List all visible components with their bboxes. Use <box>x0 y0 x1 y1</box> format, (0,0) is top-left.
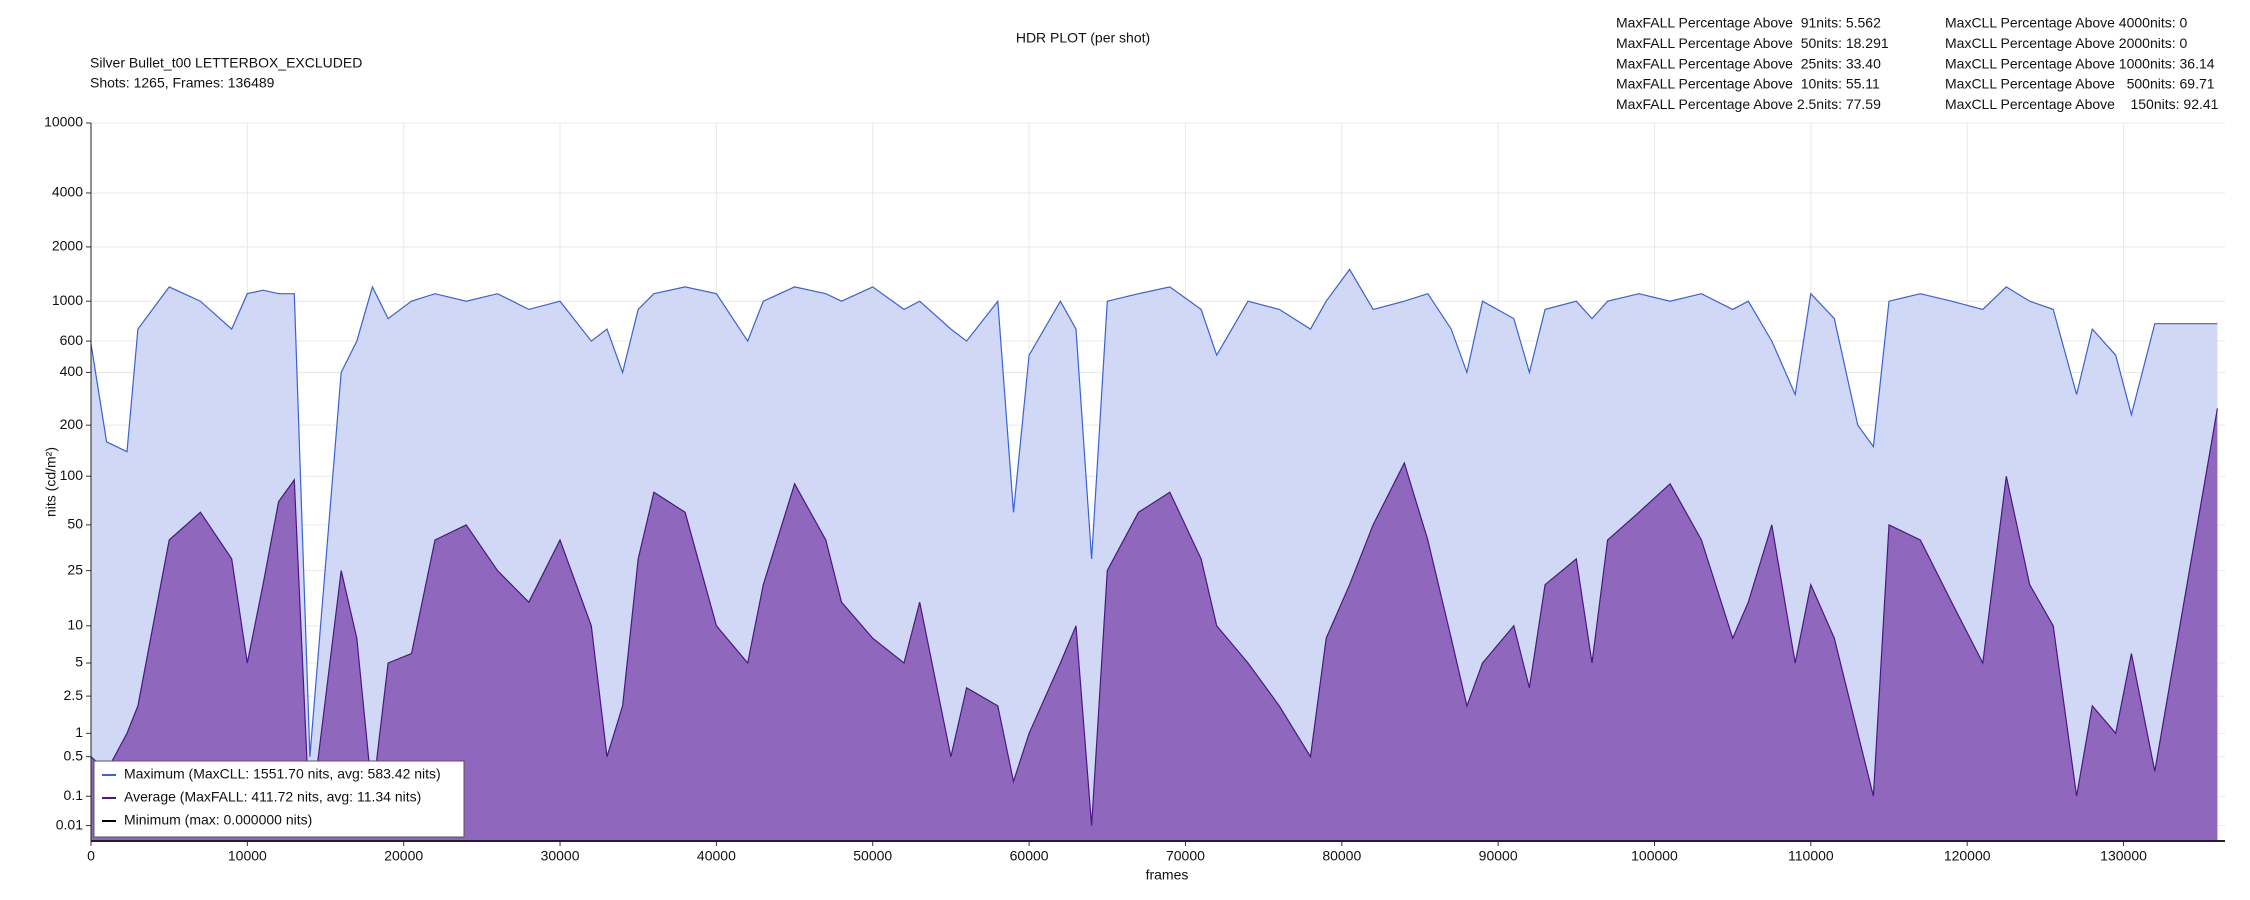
y-tick-label: 100 <box>60 467 84 483</box>
y-axis-label: nits (cd/m²) <box>43 447 59 517</box>
x-tick-label: 80000 <box>1322 848 1361 864</box>
stat-text: MaxFALL Percentage Above 91nits: 5.562 <box>1616 15 1881 31</box>
y-tick-label: 400 <box>60 363 84 379</box>
series-line <box>90 408 2218 826</box>
legend-label: Minimum (max: 0.000000 nits) <box>124 812 312 828</box>
chart-title: HDR PLOT (per shot) <box>1016 30 1150 46</box>
x-tick-label: 50000 <box>853 848 892 864</box>
y-tick-label: 2.5 <box>64 687 84 703</box>
stat-text: MaxFALL Percentage Above 50nits: 18.291 <box>1616 35 1889 51</box>
y-tick-label: 50 <box>67 516 83 532</box>
stat-text: MaxCLL Percentage Above 4000nits: 0 <box>1945 15 2188 31</box>
y-tick-label: 200 <box>60 416 84 432</box>
x-tick-label: 120000 <box>1944 848 1991 864</box>
stat-text: MaxFALL Percentage Above 2.5nits: 77.59 <box>1616 96 1881 112</box>
y-tick-label: 5 <box>75 654 83 670</box>
x-tick-label: 60000 <box>1010 848 1049 864</box>
y-tick-label: 10 <box>67 617 83 633</box>
stat-text: MaxCLL Percentage Above 1000nits: 36.14 <box>1945 55 2215 71</box>
stat-text: MaxCLL Percentage Above 150nits: 92.41 <box>1945 96 2219 112</box>
y-tick-label: 0.01 <box>56 816 83 832</box>
y-tick-label: 2000 <box>52 238 83 254</box>
y-tick-label: 1 <box>75 724 83 740</box>
x-tick-label: 30000 <box>541 848 580 864</box>
series-line <box>90 268 2218 757</box>
stat-text: MaxFALL Percentage Above 10nits: 55.11 <box>1616 76 1880 92</box>
x-tick-label: 70000 <box>1166 848 1205 864</box>
area-fill <box>91 408 2218 841</box>
x-tick-label: 20000 <box>384 848 423 864</box>
x-axis-label: frames <box>1146 867 1189 883</box>
stat-text: MaxCLL Percentage Above 2000nits: 0 <box>1945 35 2188 51</box>
subtitle: Shots: 1265, Frames: 136489 <box>90 75 275 91</box>
x-tick-label: 90000 <box>1479 848 1518 864</box>
y-tick-label: 0.1 <box>64 787 84 803</box>
subtitle: Silver Bullet_t00 LETTERBOX_EXCLUDED <box>90 55 362 71</box>
y-tick-label: 25 <box>67 561 83 577</box>
x-tick-label: 130000 <box>2100 848 2147 864</box>
legend-label: Average (MaxFALL: 411.72 nits, avg: 11.3… <box>124 789 421 805</box>
y-tick-label: 10000 <box>44 114 83 130</box>
stat-text: MaxFALL Percentage Above 25nits: 33.40 <box>1616 55 1881 71</box>
x-tick-label: 110000 <box>1788 848 1834 864</box>
y-tick-label: 1000 <box>52 292 83 308</box>
x-tick-label: 100000 <box>1631 848 1678 864</box>
legend-label: Maximum (MaxCLL: 1551.70 nits, avg: 583.… <box>124 766 441 782</box>
stat-text: MaxCLL Percentage Above 500nits: 69.71 <box>1945 76 2215 92</box>
y-tick-label: 0.5 <box>64 747 84 763</box>
y-tick-label: 4000 <box>52 184 83 200</box>
x-tick-label: 0 <box>87 848 95 864</box>
x-tick-label: 10000 <box>228 848 267 864</box>
x-tick-label: 40000 <box>697 848 736 864</box>
y-tick-label: 600 <box>60 332 84 348</box>
legend-box <box>93 760 465 838</box>
